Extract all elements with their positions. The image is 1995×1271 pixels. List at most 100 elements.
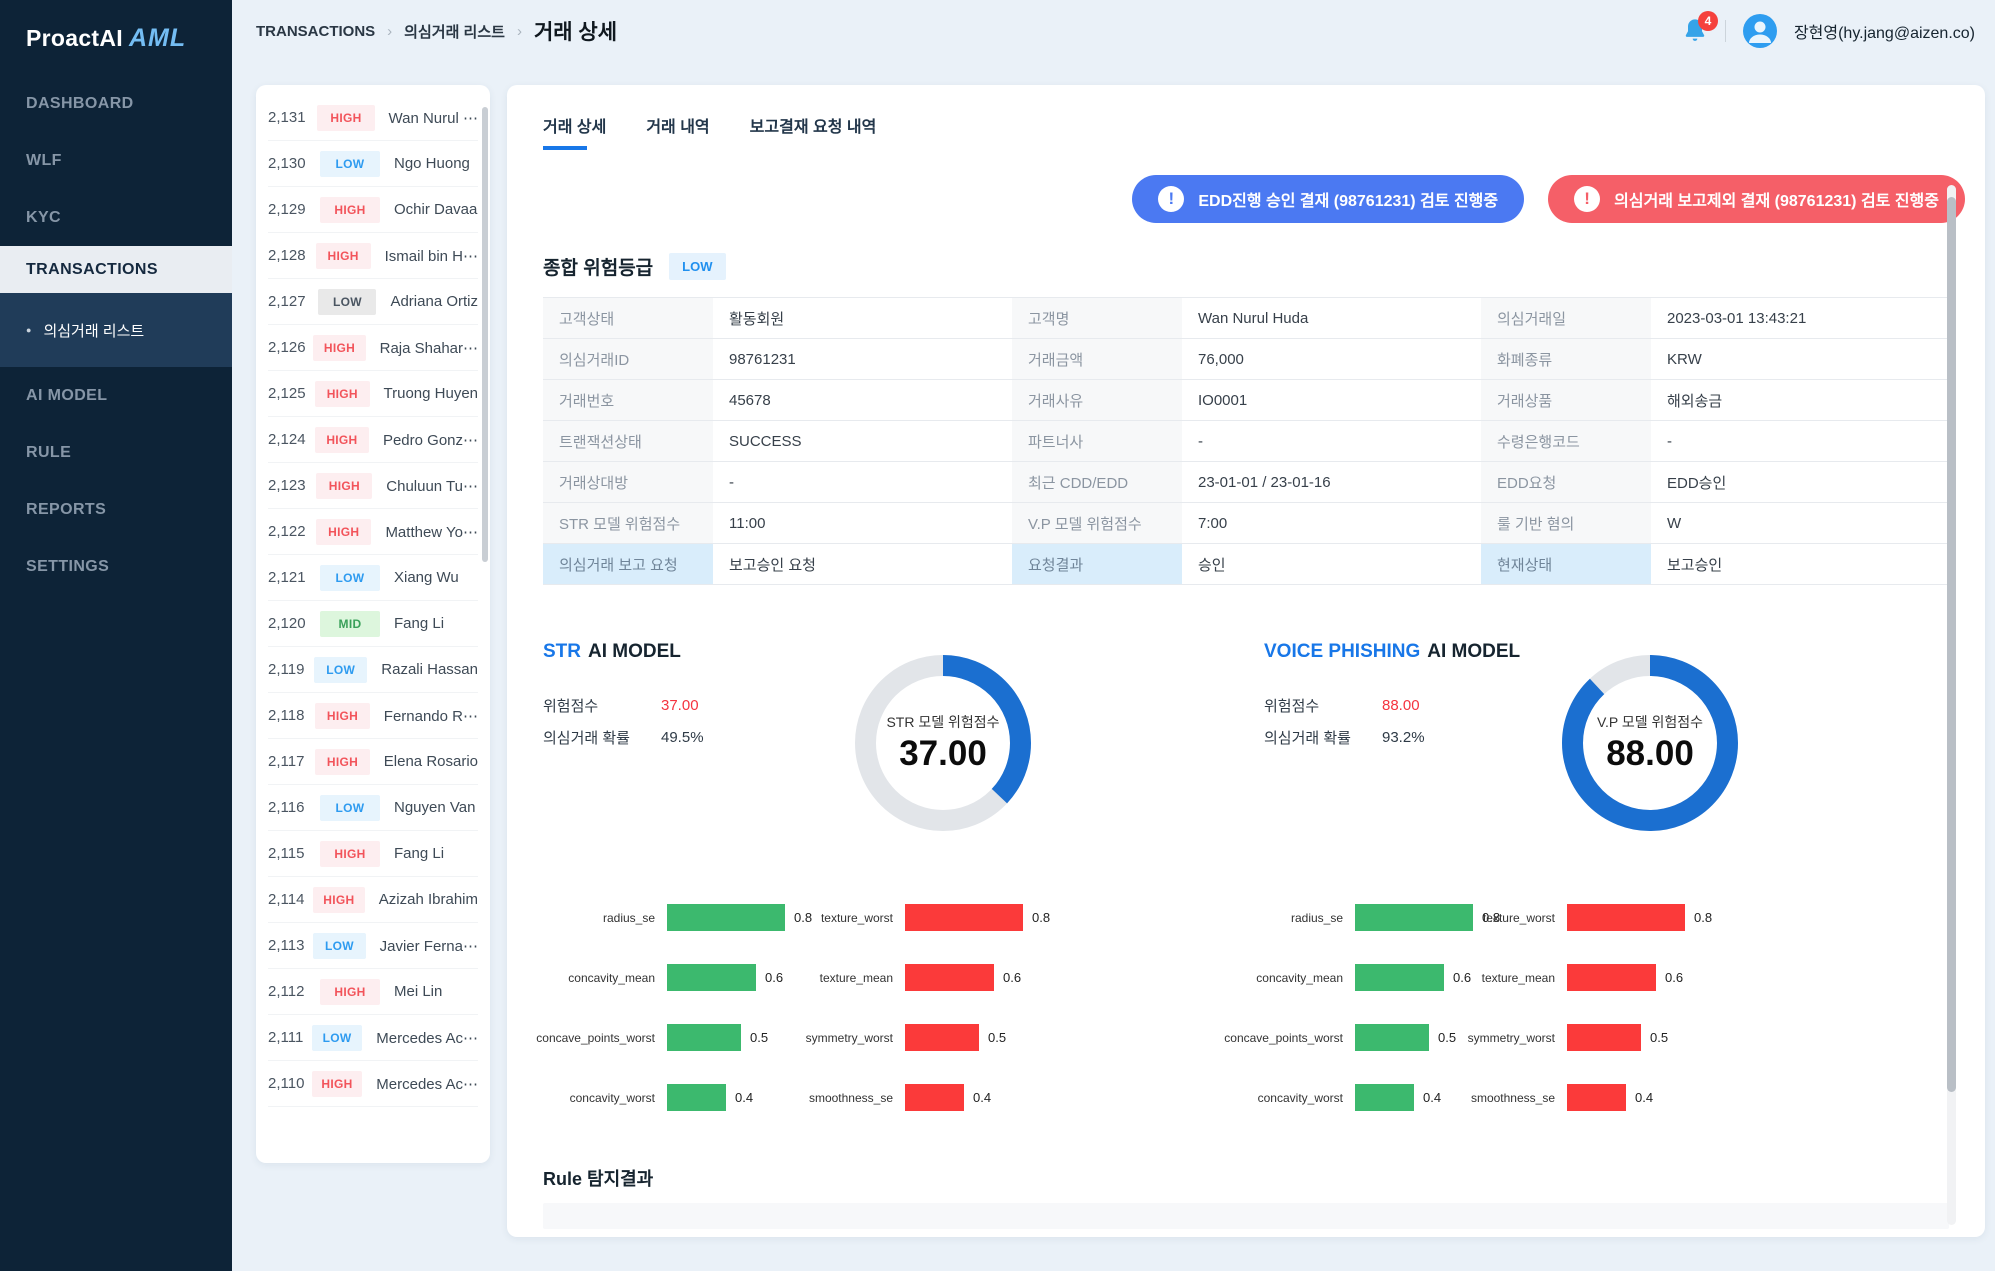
risk-score-value: 37.00 [661,696,699,714]
customer-name: Fernando R⋯ [383,707,478,725]
detail-scrollbar-track[interactable] [1947,185,1956,1225]
feature-value: 0.4 [973,1090,992,1105]
transaction-row[interactable]: 2,117 HIGH Elena Rosario [268,739,478,785]
gauge-chart [855,655,1031,831]
transaction-row[interactable]: 2,130 LOW Ngo Huong [268,141,478,187]
sidebar-item-reports[interactable]: REPORTS [26,500,107,518]
model-title-rest: AI MODEL [1427,641,1521,662]
user-avatar[interactable] [1742,13,1778,49]
feature-value: 0.8 [1482,910,1501,925]
info-value: SUCCESS [713,421,1012,462]
transaction-row[interactable]: 2,111 LOW Mercedes Ac⋯ [268,1015,478,1061]
feature-bar [667,1024,741,1051]
feature-label: radius_se [602,910,655,925]
info-label: 거래상품 [1481,380,1651,421]
sidebar-item-kyc[interactable]: KYC [26,208,61,226]
feature-value: 0.4 [1635,1090,1654,1105]
customer-name: Javier Ferna⋯ [379,937,478,955]
info-label: 거래번호 [543,380,713,421]
transaction-id: 2,125 [268,385,306,402]
transaction-row[interactable]: 2,127 LOW Adriana Ortiz [268,279,478,325]
detail-scrollbar-thumb[interactable] [1947,197,1956,1092]
voice-phishing-positive-feature-chart: radius_se 0.8 concavity_mean 0.6 concave_poi… [1195,904,1500,1144]
transaction-id: 2,118 [268,707,305,724]
transaction-row[interactable]: 2,116 LOW Nguyen Van [268,785,478,831]
risk-level-badge: HIGH [315,380,370,407]
feature-value: 0.5 [750,1030,769,1045]
list-scrollbar[interactable] [482,107,488,562]
feature-bar-row: smoothness_se 0.4 [1407,1084,1712,1111]
transaction-row[interactable]: 2,121 LOW Xiang Wu [268,555,478,601]
feature-value: 0.5 [1438,1030,1457,1045]
feature-bar [667,904,785,931]
approval-alert-red[interactable]: ! 의심거래 보고제외 결재 (98761231) 검토 진행중 [1548,175,1965,223]
gauge-value: 37.00 [899,734,987,773]
customer-name: Azizah Ibrahim [378,891,478,908]
feature-value: 0.6 [1003,970,1022,985]
feature-value: 0.6 [1665,970,1684,985]
sidebar-item-rule[interactable]: RULE [26,443,72,461]
risk-level-badge: LOW [318,288,377,315]
transaction-id: 2,130 [268,155,306,172]
transaction-list-panel: 2,131 HIGH Wan Nurul ⋯ 2,130 LOW Ngo Huong 2,1… [256,85,490,1163]
breadcrumb-transactions[interactable]: TRANSACTIONS [256,22,376,40]
customer-name: Chuluun Tu⋯ [386,477,478,495]
breadcrumb-suspicious-list[interactable]: 의심거래 리스트 [404,23,505,41]
feature-label: concavity_worst [1257,1090,1343,1105]
sidebar-item-settings[interactable]: SETTINGS [26,557,110,575]
feature-value: 0.5 [988,1030,1007,1045]
transaction-row[interactable]: 2,124 HIGH Pedro Gonz⋯ [268,417,478,463]
risk-level-badge: HIGH [315,242,371,269]
feature-bar-row: concavity_mean 0.6 [507,964,812,991]
transaction-id: 2,131 [268,109,306,126]
feature-bar [1567,964,1656,991]
transaction-id: 2,117 [268,753,305,770]
risk-level-badge: HIGH [314,426,369,453]
transaction-id: 2,111 [268,1029,304,1046]
suspicion-probability-value: 93.2% [1382,728,1425,746]
transaction-row[interactable]: 2,122 HIGH Matthew Yo⋯ [268,509,478,555]
str-model-section: STR AI MODEL 위험점수 37.00 의심거래 확률 49.5% STR… [543,641,1253,941]
transaction-row[interactable]: 2,118 HIGH Fernando R⋯ [268,693,478,739]
feature-bar [905,1084,964,1111]
approval-alert-blue[interactable]: ! EDD진행 승인 결재 (98761231) 검토 진행중 [1132,175,1525,223]
gauge-value: 88.00 [1606,734,1694,773]
transaction-row[interactable]: 2,115 HIGH Fang Li [268,831,478,877]
feature-bar-row: texture_worst 0.8 [1407,904,1712,931]
exclamation-icon: ! [1158,186,1185,212]
tab-item[interactable]: 거래 상세 [543,113,606,150]
sidebar-item-ai-model[interactable]: AI MODEL [26,386,108,404]
transaction-row[interactable]: 2,114 HIGH Azizah Ibrahim [268,877,478,923]
feature-label: concave_points_worst [536,1030,655,1045]
transaction-row[interactable]: 2,128 HIGH Ismail bin H⋯ [268,233,478,279]
tab-item[interactable]: 보고결재 요청 내역 [749,119,877,136]
info-label: 트랜잭션상태 [543,421,713,462]
sidebar: ProactAI AML DASHBOARD WLF KYC TRANSACTIONS ●… [0,0,232,1271]
sidebar-subitem-item[interactable]: ● 의심거래 리스트 [0,307,232,353]
sidebar-item-dashboard[interactable]: DASHBOARD [26,94,134,112]
transaction-row[interactable]: 2,123 HIGH Chuluun Tu⋯ [268,463,478,509]
sidebar-item-wlf[interactable]: WLF [26,151,62,169]
notification-button[interactable]: 4 [1681,11,1718,46]
transaction-row[interactable]: 2,110 HIGH Mercedes Ac⋯ [268,1061,478,1107]
transaction-row[interactable]: 2,126 HIGH Raja Shahar⋯ [268,325,478,371]
feature-label: concave_points_worst [1224,1030,1343,1045]
info-label: 파트너사 [1012,421,1182,462]
transaction-row[interactable]: 2,125 HIGH Truong Huyen [268,371,478,417]
info-label: 최근 CDD/EDD [1012,462,1182,503]
detail-tabs: 거래 상세 거래 내역 보고결재 요청 내역 [543,113,876,150]
voice-phishing-model-stats: 위험점수 88.00 의심거래 확률 93.2% [1264,689,1974,753]
tab-item[interactable]: 거래 내역 [646,119,710,136]
transaction-row[interactable]: 2,113 LOW Javier Ferna⋯ [268,923,478,969]
transaction-id: 2,112 [268,983,305,1000]
feature-label: texture_mean [1481,970,1555,985]
transaction-row[interactable]: 2,120 MID Fang Li [268,601,478,647]
risk-level-badge: LOW [311,1024,363,1051]
transaction-row[interactable]: 2,112 HIGH Mei Lin [268,969,478,1015]
transaction-row[interactable]: 2,131 HIGH Wan Nurul ⋯ [268,95,478,141]
transaction-row[interactable]: 2,119 LOW Razali Hassan [268,647,478,693]
feature-bar-row: concavity_worst 0.4 [507,1084,812,1111]
info-value: 승인 [1182,544,1481,585]
sidebar-item-transactions[interactable]: TRANSACTIONS [0,246,232,293]
transaction-row[interactable]: 2,129 HIGH Ochir Davaa [268,187,478,233]
